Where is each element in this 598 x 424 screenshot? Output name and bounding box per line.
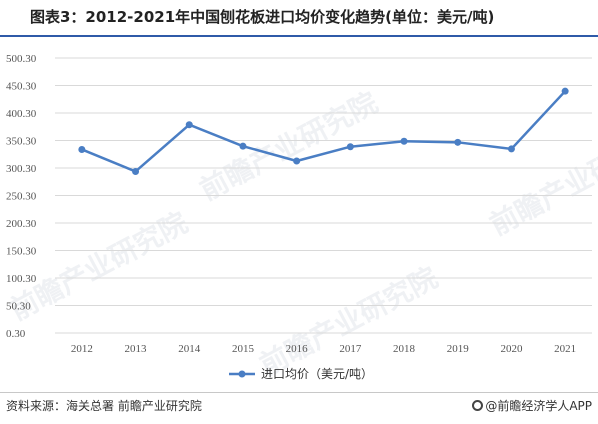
series-line bbox=[81, 90, 567, 173]
line-chart: 0.30 50.30 100.30 150.30 200.30 250.30 300.30 3… bbox=[6, 53, 592, 381]
x-tick-label: 2015 bbox=[232, 343, 255, 355]
data-point bbox=[239, 142, 247, 150]
footer-rule bbox=[0, 392, 598, 393]
y-tick-label: 500.30 bbox=[6, 53, 37, 65]
data-point bbox=[561, 87, 569, 95]
brand-icon bbox=[472, 400, 484, 411]
chart-title: 图表3：2012-2021年中国刨花板进口均价变化趋势(单位：美元/吨) bbox=[30, 8, 495, 26]
x-tick-label: 2013 bbox=[125, 343, 148, 355]
y-tick-label: 150.30 bbox=[6, 246, 37, 258]
y-tick-label: 300.30 bbox=[6, 163, 37, 175]
data-point bbox=[185, 121, 193, 129]
y-tick-label: 450.30 bbox=[6, 81, 37, 93]
gridlines bbox=[55, 57, 592, 334]
x-tick-label: 2018 bbox=[393, 343, 416, 355]
y-axis-ticks: 0.30 50.30 100.30 150.30 200.30 250.30 300.30 3… bbox=[6, 53, 37, 340]
x-axis-ticks: 2012 2013 2014 2015 2016 2017 2018 2019 2020 2021 bbox=[71, 343, 576, 355]
x-tick-label: 2017 bbox=[339, 343, 362, 355]
series-line-group bbox=[78, 87, 569, 175]
y-tick-label: 50.30 bbox=[6, 301, 31, 313]
y-tick-label: 250.30 bbox=[6, 191, 37, 203]
data-point bbox=[293, 157, 301, 165]
data-point bbox=[132, 167, 140, 175]
data-point bbox=[454, 138, 462, 146]
y-tick-label: 200.30 bbox=[6, 218, 37, 230]
y-tick-label: 0.30 bbox=[6, 328, 26, 340]
y-tick-label: 100.30 bbox=[6, 273, 37, 285]
y-tick-label: 350.30 bbox=[6, 136, 37, 148]
brand-text: @前瞻经济学人APP bbox=[485, 399, 592, 413]
legend-label: 进口均价（美元/吨） bbox=[261, 367, 373, 381]
legend: 进口均价（美元/吨） bbox=[229, 367, 373, 381]
x-tick-label: 2019 bbox=[447, 343, 470, 355]
x-tick-label: 2016 bbox=[286, 343, 309, 355]
x-tick-label: 2012 bbox=[71, 343, 93, 355]
x-tick-label: 2014 bbox=[178, 343, 201, 355]
data-point bbox=[78, 145, 86, 153]
source-note: 资料来源：海关总署 前瞻产业研究院 bbox=[6, 399, 202, 413]
legend-marker bbox=[238, 370, 246, 378]
title-rule bbox=[0, 35, 598, 37]
data-point bbox=[346, 143, 354, 151]
y-tick-label: 400.30 bbox=[6, 108, 37, 120]
data-point bbox=[400, 137, 408, 145]
x-tick-label: 2020 bbox=[500, 343, 523, 355]
data-point bbox=[507, 145, 515, 153]
brand-credit: @前瞻经济学人APP bbox=[472, 397, 592, 414]
x-tick-label: 2021 bbox=[554, 343, 576, 355]
